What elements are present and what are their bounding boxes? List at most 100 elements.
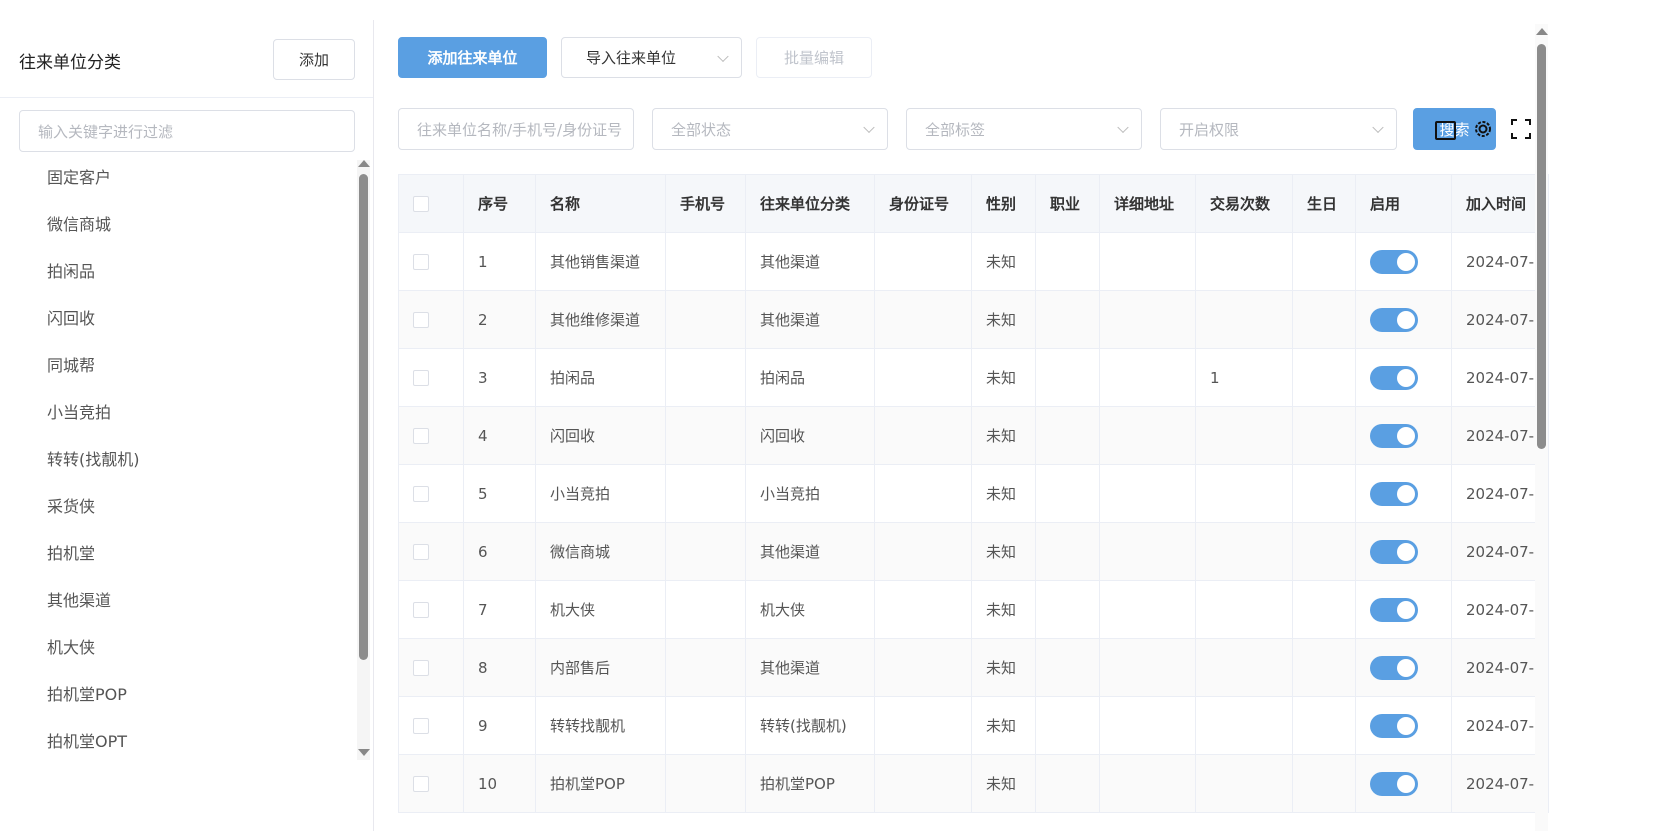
column-settings-icon[interactable] bbox=[1435, 121, 1456, 140]
category-item[interactable]: 微信商城 bbox=[47, 215, 112, 234]
add-partner-button[interactable]: 添加往来单位 bbox=[398, 37, 547, 78]
table-row[interactable]: 4 闪回收 闪回收 未知 2024-07- bbox=[398, 406, 1550, 465]
category-item[interactable]: 同城帮 bbox=[47, 356, 96, 375]
enabled-toggle[interactable] bbox=[1370, 365, 1418, 390]
column-header[interactable]: 手机号 bbox=[665, 174, 746, 233]
table-cell: 未知 bbox=[971, 464, 1036, 523]
table-cell bbox=[665, 406, 746, 465]
table-cell: 其他销售渠道 bbox=[535, 232, 666, 291]
enabled-toggle[interactable] bbox=[1370, 597, 1418, 622]
category-item[interactable]: 其他渠道 bbox=[47, 591, 112, 610]
category-item[interactable]: 拍闲品 bbox=[47, 262, 96, 281]
column-header[interactable]: 详细地址 bbox=[1099, 174, 1196, 233]
category-item[interactable]: 机大侠 bbox=[47, 638, 96, 657]
table-row[interactable]: 8 内部售后 其他渠道 未知 2024-07- bbox=[398, 638, 1550, 697]
table-cell bbox=[1035, 754, 1100, 813]
gear-icon[interactable] bbox=[1472, 118, 1494, 140]
column-header[interactable]: 加入时间 bbox=[1450, 174, 1550, 233]
table-cell bbox=[665, 464, 746, 523]
category-item[interactable]: 拍机堂OPT bbox=[47, 732, 128, 751]
category-item[interactable]: 拍机堂POP bbox=[47, 685, 127, 704]
column-header[interactable]: 序号 bbox=[463, 174, 536, 233]
category-filter-input[interactable]: 输入关键字进行过滤 bbox=[19, 110, 355, 152]
column-header[interactable]: 启用 bbox=[1355, 174, 1452, 233]
partner-search-input[interactable]: 往来单位名称/手机号/身份证号 bbox=[398, 108, 634, 150]
table-row[interactable]: 10 拍机堂POP 拍机堂POP 未知 2024-07- bbox=[398, 754, 1550, 813]
table-cell: 未知 bbox=[971, 406, 1036, 465]
row-checkbox[interactable] bbox=[413, 544, 429, 560]
add-category-button[interactable]: 添加 bbox=[273, 39, 355, 80]
category-scrollbar[interactable] bbox=[357, 160, 370, 760]
row-checkbox[interactable] bbox=[413, 718, 429, 734]
table-cell: 2024-07- bbox=[1450, 348, 1550, 407]
table-row[interactable]: 5 小当竞拍 小当竞拍 未知 2024-07- bbox=[398, 464, 1550, 523]
category-item[interactable]: 拍机堂 bbox=[47, 544, 96, 563]
table-row[interactable]: 9 转转找靓机 转转(找靓机) 未知 2024-07- bbox=[398, 696, 1550, 755]
scroll-down-icon[interactable] bbox=[358, 749, 370, 756]
enabled-toggle[interactable] bbox=[1370, 307, 1418, 332]
fullscreen-icon[interactable] bbox=[1511, 119, 1531, 139]
row-checkbox[interactable] bbox=[413, 312, 429, 328]
category-item[interactable]: 小当竞拍 bbox=[47, 403, 112, 422]
scroll-thumb[interactable] bbox=[1537, 44, 1546, 449]
column-header[interactable]: 往来单位分类 bbox=[745, 174, 875, 233]
table-cell bbox=[1195, 696, 1293, 755]
category-item[interactable]: 采货侠 bbox=[47, 497, 96, 516]
table-row[interactable]: 7 机大侠 机大侠 未知 2024-07- bbox=[398, 580, 1550, 639]
enabled-toggle[interactable] bbox=[1370, 249, 1418, 274]
scroll-thumb[interactable] bbox=[359, 174, 368, 660]
table-cell bbox=[665, 580, 746, 639]
column-header[interactable]: 交易次数 bbox=[1195, 174, 1293, 233]
row-checkbox[interactable] bbox=[413, 660, 429, 676]
column-header[interactable]: 生日 bbox=[1292, 174, 1356, 233]
batch-edit-button[interactable]: 批量编辑 bbox=[756, 37, 872, 78]
chevron-down-icon bbox=[717, 50, 729, 62]
table-cell: 其他渠道 bbox=[745, 522, 875, 581]
enabled-toggle[interactable] bbox=[1370, 481, 1418, 506]
table-cell bbox=[1099, 290, 1196, 349]
enabled-toggle[interactable] bbox=[1370, 423, 1418, 448]
table-row[interactable]: 6 微信商城 其他渠道 未知 2024-07- bbox=[398, 522, 1550, 581]
row-checkbox[interactable] bbox=[413, 428, 429, 444]
main-scrollbar[interactable] bbox=[1535, 24, 1548, 831]
table-row[interactable]: 2 其他维修渠道 其他渠道 未知 2024-07- bbox=[398, 290, 1550, 349]
table-cell: 闪回收 bbox=[535, 406, 666, 465]
table-row[interactable]: 3 拍闲品 拍闲品 未知 1 2024-07- bbox=[398, 348, 1550, 407]
table-cell bbox=[1292, 348, 1356, 407]
enabled-toggle[interactable] bbox=[1370, 539, 1418, 564]
row-checkbox[interactable] bbox=[413, 254, 429, 270]
table-cell bbox=[1292, 754, 1356, 813]
column-header[interactable]: 名称 bbox=[535, 174, 666, 233]
table-cell: 未知 bbox=[971, 522, 1036, 581]
table-row[interactable]: 1 其他销售渠道 其他渠道 未知 2024-07- bbox=[398, 232, 1550, 291]
import-partner-dropdown[interactable]: 导入往来单位 bbox=[561, 37, 742, 78]
status-select[interactable]: 全部状态 bbox=[652, 108, 888, 150]
row-checkbox[interactable] bbox=[413, 602, 429, 618]
table-cell: 拍闲品 bbox=[745, 348, 875, 407]
table-cell: 闪回收 bbox=[745, 406, 875, 465]
column-header[interactable]: 职业 bbox=[1035, 174, 1100, 233]
enabled-cell bbox=[1355, 522, 1452, 581]
category-item[interactable]: 转转(找靓机) bbox=[47, 450, 140, 469]
tag-select[interactable]: 全部标签 bbox=[906, 108, 1142, 150]
scroll-up-icon[interactable] bbox=[1536, 28, 1548, 35]
scroll-up-icon[interactable] bbox=[358, 160, 370, 167]
category-item[interactable]: 闪回收 bbox=[47, 309, 96, 328]
column-header[interactable]: 身份证号 bbox=[874, 174, 972, 233]
table-cell bbox=[874, 464, 972, 523]
category-item[interactable]: 固定客户 bbox=[47, 168, 112, 187]
row-checkbox[interactable] bbox=[413, 370, 429, 386]
row-checkbox[interactable] bbox=[413, 486, 429, 502]
table-cell bbox=[1195, 754, 1293, 813]
select-all-checkbox[interactable] bbox=[413, 196, 429, 212]
enabled-cell bbox=[1355, 696, 1452, 755]
enabled-toggle[interactable] bbox=[1370, 655, 1418, 680]
table-cell: 内部售后 bbox=[535, 638, 666, 697]
table-cell: 2 bbox=[463, 290, 536, 349]
table-cell bbox=[1195, 522, 1293, 581]
permission-select[interactable]: 开启权限 bbox=[1160, 108, 1397, 150]
enabled-toggle[interactable] bbox=[1370, 771, 1418, 796]
row-checkbox[interactable] bbox=[413, 776, 429, 792]
enabled-toggle[interactable] bbox=[1370, 713, 1418, 738]
column-header[interactable]: 性别 bbox=[971, 174, 1036, 233]
